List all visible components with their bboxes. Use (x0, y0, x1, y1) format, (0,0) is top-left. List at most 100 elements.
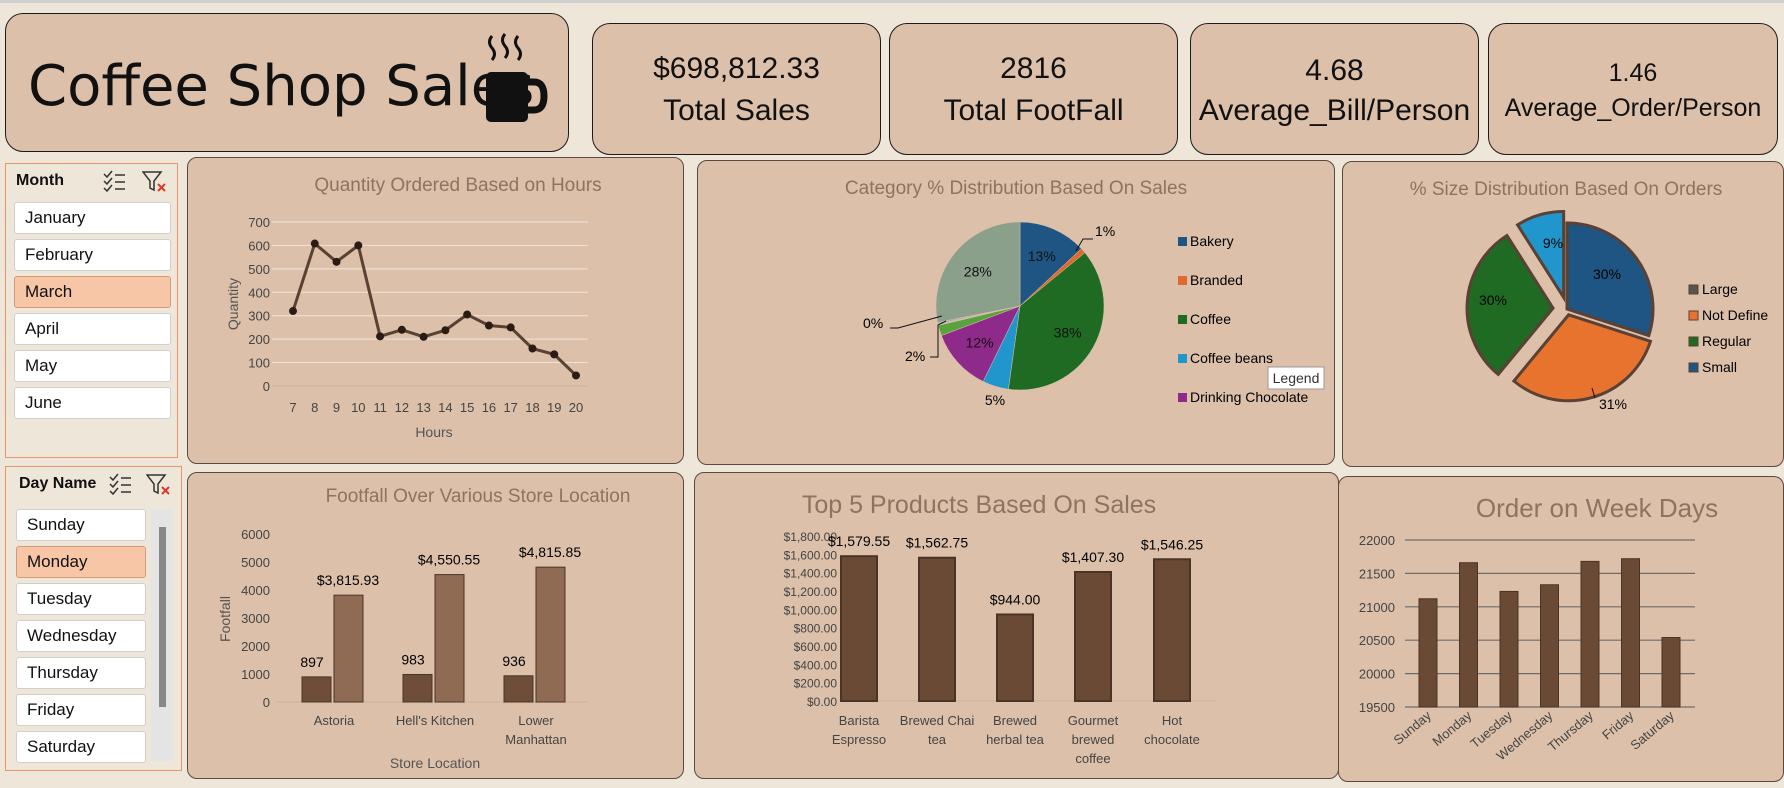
slice-label: 9% (1543, 235, 1563, 251)
legend-label: Coffee (1190, 311, 1231, 327)
y-tick-label: 22000 (1359, 533, 1395, 548)
data-point (441, 326, 450, 335)
legend-swatch (1688, 310, 1699, 321)
day-slicer-item-saturday[interactable]: Saturday (16, 731, 146, 763)
legend-label: Drinking Chocolate (1190, 389, 1308, 405)
weekdays-bar-chart: Order on Week Days 19500 20000 20500 21000 21… (1359, 493, 1718, 763)
day-slicer-item-thursday[interactable]: Thursday (16, 657, 146, 689)
x-tick-label: brewed (1072, 732, 1115, 747)
kpi-label: Total FootFall (943, 94, 1124, 127)
month-slicer-item-january[interactable]: January (14, 202, 171, 234)
pie-slice (1008, 252, 1105, 391)
size-chart-panel: % Size Distribution Based On Orders 30% 31… (1342, 161, 1784, 467)
bar (1580, 560, 1600, 708)
legend-label: Branded (1190, 272, 1243, 288)
month-slicer-item-february[interactable]: February (14, 239, 171, 271)
x-tick-label: Thursday (1545, 707, 1597, 754)
x-axis-label: Store Location (390, 755, 480, 771)
data-point (376, 332, 385, 341)
y-tick-label: $200.00 (794, 677, 838, 691)
day-slicer-item-monday[interactable]: Monday (16, 546, 146, 578)
kpi-value: 1.46 (1608, 59, 1658, 87)
month-slicer-item-april[interactable]: April (14, 313, 171, 345)
y-tick-label: 200 (248, 332, 270, 347)
y-tick-label: 21000 (1359, 600, 1395, 615)
kpi-average-order: 1.46 Average_Order/Person (1488, 23, 1778, 155)
x-tick-label: Gourmet (1068, 713, 1119, 728)
day-slicer-item-sunday[interactable]: Sunday (16, 509, 146, 541)
legend-swatch (1178, 315, 1187, 324)
data-label: $1,579.55 (828, 533, 890, 549)
month-slicer-item-june[interactable]: June (14, 387, 171, 419)
y-tick-label: 3000 (241, 611, 270, 626)
clear-filter-icon[interactable] (142, 170, 168, 194)
y-tick-label: $1,000.00 (784, 603, 838, 617)
weekdays-chart-panel: Order on Week Days 19500 20000 20500 21000 21… (1338, 476, 1784, 782)
data-point (419, 332, 428, 341)
y-tick-label: $800.00 (794, 622, 838, 636)
x-tick-label: 11 (373, 400, 387, 415)
legend-label: Bakery (1190, 233, 1234, 249)
slice-label: 31% (1599, 396, 1627, 412)
slice-label: 28% (964, 263, 992, 279)
y-axis-label: Quantity (225, 278, 241, 330)
day-name-slicer[interactable]: Day Name Sunday Monday Tuesday Wednesday Thu… (5, 466, 182, 771)
legend-swatch (1178, 393, 1187, 402)
data-point (463, 310, 472, 319)
bar (535, 566, 566, 703)
bar (918, 556, 956, 703)
month-slicer-item-march[interactable]: March (14, 276, 171, 308)
data-point (310, 239, 319, 248)
data-point (354, 241, 363, 250)
data-label: $1,407.30 (1062, 549, 1124, 565)
slicer-header: Day Name (19, 475, 97, 492)
kpi-value: 2816 (1000, 52, 1067, 85)
data-label: $4,815.85 (519, 544, 581, 560)
month-slicer[interactable]: Month January February March April May June (5, 163, 178, 458)
y-tick-label: 5000 (241, 555, 270, 570)
legend-swatch (1688, 362, 1699, 373)
day-slicer-item-tuesday[interactable]: Tuesday (16, 583, 146, 615)
series-line (291, 240, 578, 377)
multi-select-icon[interactable] (108, 473, 132, 495)
bar (402, 673, 433, 703)
chart-title: Order on Week Days (1476, 493, 1718, 523)
slice-label: 30% (1479, 292, 1507, 308)
slice-label: 13% (1028, 248, 1056, 264)
data-label: $1,546.25 (1141, 536, 1203, 552)
multi-select-icon[interactable] (102, 170, 126, 192)
data-label: 897 (300, 654, 324, 670)
slicer-scrollbar-thumb[interactable] (159, 527, 166, 707)
data-label: 983 (401, 651, 425, 667)
y-tick-label: 300 (248, 309, 270, 324)
legend-swatch (1178, 276, 1187, 285)
y-tick-label: $1,200.00 (784, 585, 838, 599)
kpi-total-sales: $698,812.33 Total Sales (592, 23, 881, 155)
day-slicer-item-wednesday[interactable]: Wednesday (16, 620, 146, 652)
kpi-value: $698,812.33 (653, 52, 820, 85)
slice-label: 5% (985, 392, 1005, 408)
y-tick-label: $1,400.00 (784, 567, 838, 581)
y-tick-label: 600 (248, 238, 270, 253)
slicer-scrollbar-track[interactable] (151, 509, 173, 761)
day-slicer-item-friday[interactable]: Friday (16, 694, 146, 726)
pie-slice (1511, 313, 1653, 403)
pie-slice (941, 305, 1021, 382)
x-tick-label: 10 (351, 400, 365, 415)
x-tick-label: Brewed Chai (900, 713, 975, 728)
bar (840, 555, 878, 702)
month-slicer-item-may[interactable]: May (14, 350, 171, 382)
bar (333, 594, 364, 703)
footfall-chart-panel: Footfall Over Various Store Location 0 100… (187, 472, 684, 779)
x-tick-label: 16 (482, 400, 496, 415)
x-axis-label: Hours (415, 424, 452, 440)
bar (503, 675, 534, 703)
bar (1418, 598, 1438, 708)
x-tick-label: 9 (333, 400, 340, 415)
clear-filter-icon[interactable] (146, 473, 172, 497)
bar (1459, 562, 1478, 708)
y-tick-label: 4000 (241, 583, 270, 598)
bar (1074, 570, 1112, 702)
kpi-label: Average_Order/Person (1504, 94, 1762, 122)
y-tick-label: $400.00 (794, 658, 838, 672)
